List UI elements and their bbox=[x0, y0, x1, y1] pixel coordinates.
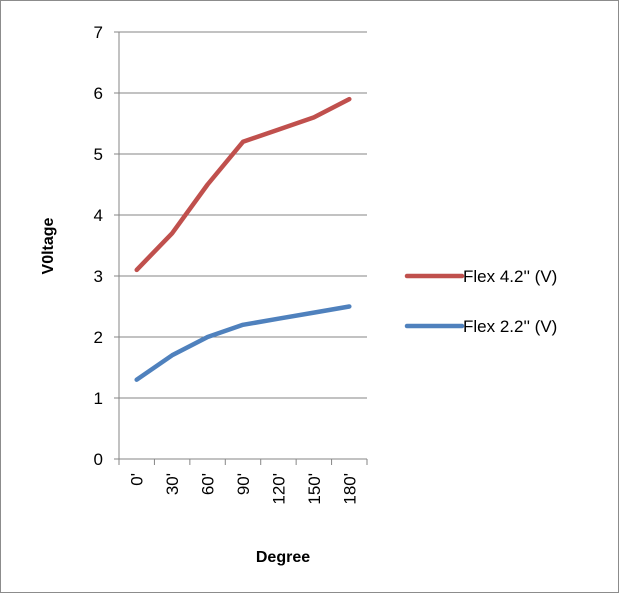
y-tick-label: 7 bbox=[94, 23, 103, 42]
y-tick-label: 6 bbox=[94, 84, 103, 103]
series-line bbox=[137, 307, 350, 380]
y-tick-label: 5 bbox=[94, 145, 103, 164]
y-axis: 0 1 2 3 4 5 6 7 bbox=[94, 23, 119, 469]
x-tick-label: 0' bbox=[128, 473, 147, 486]
series-lines bbox=[137, 99, 350, 380]
x-tick-label: 90' bbox=[234, 473, 253, 495]
x-tick-label: 180' bbox=[340, 473, 359, 505]
gridlines bbox=[119, 32, 367, 398]
x-axis: 0' 30' 60' 90' 120' 150' 180' bbox=[119, 459, 367, 505]
legend-label: Flex 4.2'' (V) bbox=[463, 267, 557, 286]
x-tick-label: 120' bbox=[269, 473, 288, 505]
y-tick-label: 3 bbox=[94, 267, 103, 286]
legend: Flex 4.2'' (V) Flex 2.2'' (V) bbox=[407, 267, 557, 336]
x-tick-label: 60' bbox=[199, 473, 218, 495]
y-tick-label: 2 bbox=[94, 328, 103, 347]
x-tick-label: 150' bbox=[305, 473, 324, 505]
y-tick-label: 1 bbox=[94, 389, 103, 408]
y-tick-label: 4 bbox=[94, 206, 103, 225]
x-axis-title: Degree bbox=[256, 549, 310, 566]
legend-label: Flex 2.2'' (V) bbox=[463, 317, 557, 336]
x-tick-label: 30' bbox=[163, 473, 182, 495]
series-line bbox=[137, 99, 350, 270]
y-tick-label: 0 bbox=[94, 450, 103, 469]
y-axis-title: V0ltage bbox=[40, 217, 57, 274]
